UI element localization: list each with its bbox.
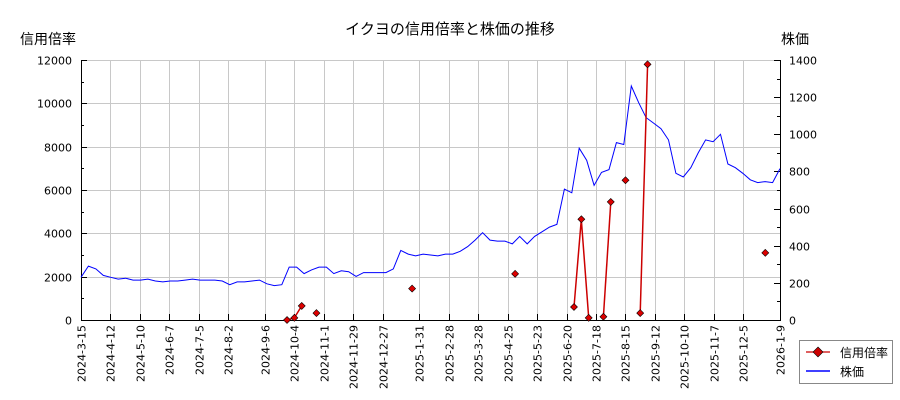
y-left-tick-label: 6000 — [44, 185, 72, 198]
x-tick-label: 2024-10-4 — [289, 325, 302, 382]
y-left-tick-label: 8000 — [44, 142, 72, 155]
data-point-marker — [297, 301, 306, 310]
x-tick-label: 2025-3-28 — [473, 325, 486, 382]
data-point-marker — [643, 60, 652, 69]
x-tick-label: 2025-7-18 — [591, 325, 604, 382]
margin-ratio-series — [283, 60, 770, 324]
x-tick-label: 2025-12-5 — [738, 325, 751, 382]
price-series — [80, 84, 781, 287]
x-tick-label: 2025-11-7 — [709, 325, 722, 382]
chart-title: イクヨの信用倍率と株価の推移 — [345, 20, 555, 38]
grid-lines — [81, 60, 781, 321]
x-tick-label: 2024-11-1 — [319, 325, 332, 382]
data-point-marker — [761, 248, 770, 257]
y-right-tick-label: 1000 — [789, 129, 817, 142]
y-right-tick-label: 1200 — [789, 92, 817, 105]
legend: 信用倍率 株価 — [799, 340, 893, 384]
legend-item-price: 株価 — [804, 362, 864, 380]
data-point-marker — [312, 309, 321, 317]
x-tick-label: 2024-12-27 — [378, 325, 391, 389]
data-point-marker — [636, 309, 645, 317]
x-tick-label: 2024-9-6 — [260, 325, 273, 375]
y-right-tick-label: 1400 — [789, 55, 817, 68]
data-point-marker — [621, 176, 630, 185]
data-point-marker — [408, 284, 417, 293]
x-tick-label: 2025-1-31 — [414, 325, 427, 382]
y-left-tick-label: 0 — [65, 315, 72, 328]
y-left-tick-label: 12000 — [37, 55, 72, 68]
y-right-tick-label: 600 — [789, 204, 810, 217]
x-tick-label: 2024-8-2 — [223, 325, 236, 375]
y-right-tick-label: 200 — [789, 278, 810, 291]
x-tick-label: 2025-10-10 — [679, 325, 692, 389]
y-right-tick-label: 800 — [789, 166, 810, 179]
y-right-tick-label: 400 — [789, 241, 810, 254]
x-tick-label: 2025-4-25 — [503, 325, 516, 382]
x-tick-label: 2025-8-15 — [620, 325, 633, 382]
data-point-marker — [584, 313, 593, 322]
y-left-tick-label: 4000 — [44, 228, 72, 241]
x-tick-label: 2025-6-20 — [562, 325, 575, 382]
y-left-tick-label: 2000 — [44, 272, 72, 285]
x-tick-label: 2024-4-12 — [105, 325, 118, 382]
data-point-marker — [511, 269, 520, 278]
axis-tick-labels: 2024-3-15 2024-4-12 2024-5-10 2024-6-7 2024-… — [37, 55, 817, 389]
red-diamond-line-icon — [804, 345, 832, 359]
legend-item-margin-ratio: 信用倍率 — [804, 343, 888, 361]
data-point-marker — [570, 303, 578, 311]
x-tick-label: 2025-5-23 — [532, 325, 545, 382]
x-tick-label: 2026-1-9 — [775, 325, 788, 375]
y-right-tick-label: 0 — [789, 315, 796, 328]
y-axis-right-label: 株価 — [781, 32, 809, 48]
legend-label: 株価 — [840, 364, 865, 379]
x-tick-label: 2024-6-7 — [164, 325, 177, 375]
data-point-marker — [283, 316, 291, 324]
data-point-marker — [577, 215, 586, 224]
data-point-marker — [290, 313, 299, 322]
data-point-marker — [606, 197, 615, 206]
y-axis-left-label: 信用倍率 — [20, 32, 76, 48]
x-tick-label: 2024-5-10 — [135, 325, 148, 382]
y-left-tick-label: 10000 — [37, 98, 72, 111]
x-tick-label: 2024-11-29 — [348, 325, 361, 389]
legend-label: 信用倍率 — [840, 345, 889, 360]
x-tick-label: 2024-7-5 — [194, 325, 207, 375]
x-tick-label: 2025-2-28 — [444, 325, 457, 382]
x-tick-label: 2024-3-15 — [76, 325, 89, 382]
x-tick-label: 2025-9-12 — [650, 325, 663, 382]
blue-line-icon — [804, 364, 832, 378]
data-point-marker — [599, 312, 608, 321]
